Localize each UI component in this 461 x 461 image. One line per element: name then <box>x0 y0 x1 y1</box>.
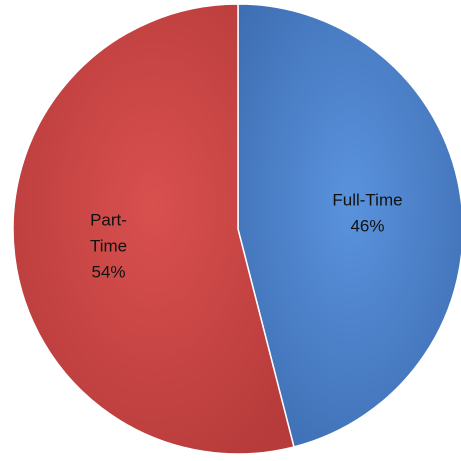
slice-category-label: Time <box>90 236 127 255</box>
slice-label-0: Full-Time 46% <box>332 191 402 236</box>
slice-value-label: 54% <box>92 262 126 281</box>
slice-label-1: Part- Time 54% <box>90 210 127 281</box>
pie-slice-0 <box>237 3 461 448</box>
pie-slice-1 <box>12 3 295 455</box>
slice-category-label: Part- <box>90 210 127 229</box>
slice-value-label: 46% <box>350 217 384 236</box>
slice-category-label: Full-Time <box>332 191 402 210</box>
